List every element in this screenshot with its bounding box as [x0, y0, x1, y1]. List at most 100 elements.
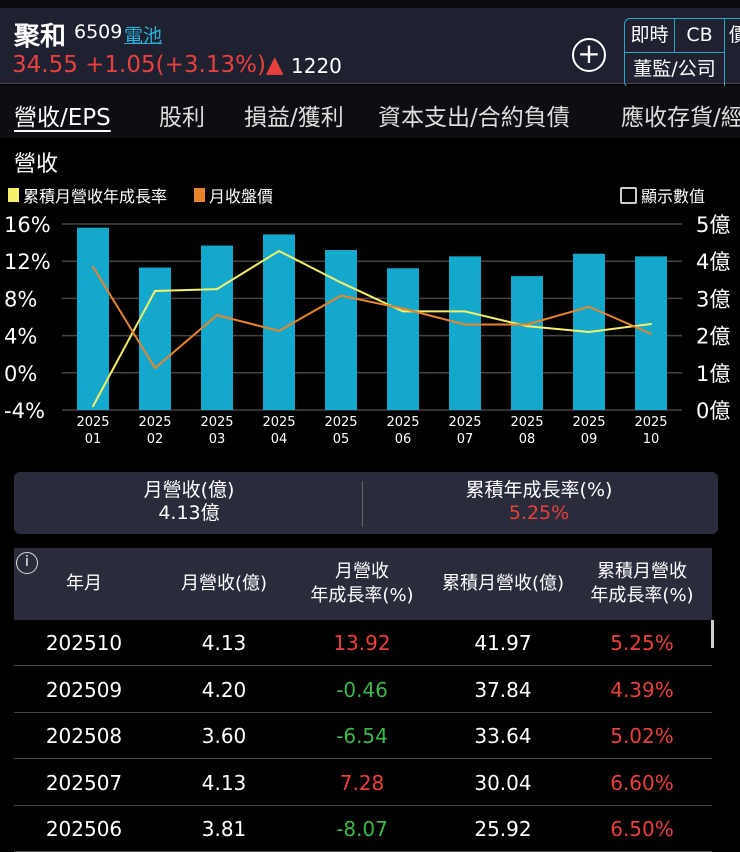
table-cell: 33.64 [474, 724, 532, 748]
legend-swatch [8, 188, 19, 202]
legend-item: 月收盤價 [194, 183, 273, 207]
x-tick-label: 2025 [510, 415, 543, 430]
series-point [464, 310, 466, 313]
revenue-bar [325, 250, 357, 410]
summary-revenue-label: 月營收(億) [143, 479, 235, 501]
table-cell: 6.60% [610, 770, 674, 795]
status-strip [0, 0, 740, 8]
left-tick-label: -4% [4, 399, 45, 423]
right-tick-label: 1億 [696, 362, 730, 386]
x-tick-label: 2025 [448, 415, 481, 430]
tab-dividend[interactable]: 股利 [159, 105, 205, 131]
info-icon[interactable]: i [16, 552, 38, 574]
series-point [340, 281, 342, 284]
series-point [464, 323, 466, 326]
tab-bar: 營收/EPS 股利 損益/獲利 資本支出/合約負債 應收存貨/經 [0, 86, 740, 138]
stock-header: 聚和 6509 電池 34.55 +1.05(+3.13%)▲ 1220 + 即… [0, 8, 740, 88]
header-line: 年成長率(%) [310, 585, 414, 606]
checkbox-icon[interactable] [620, 186, 637, 204]
revenue-bar [139, 267, 171, 410]
header-line: 月營收 [335, 561, 389, 582]
series-point [526, 325, 528, 328]
revenue-bar [387, 268, 419, 410]
col-header-month: 年月 [66, 573, 102, 594]
table-cell: 202506 [45, 817, 123, 841]
divider [362, 481, 363, 527]
x-tick-label: 09 [581, 432, 598, 447]
right-tick-label: 2億 [696, 325, 730, 349]
table-row[interactable]: 202506 3.81 -8.07 25.92 6.50% [14, 806, 712, 852]
table-cell: 5.02% [610, 724, 674, 748]
table-cell: 3.81 [201, 817, 247, 841]
table-row[interactable]: 202510 4.13 13.92 41.97 5.25% [14, 620, 712, 666]
revenue-chart: 16% 5億 12% 4億 8% 3億 4% 2億 0% 1億 -4% 0億 2025 01 2025 02 2… [4, 213, 730, 447]
tab-revenue-eps[interactable]: 營收/EPS [14, 105, 111, 131]
table-cell: -6.54 [336, 724, 388, 748]
left-tick-label: 16% [4, 213, 51, 237]
add-watchlist-icon[interactable]: + [572, 38, 606, 72]
table-cell: 7.28 [339, 770, 385, 795]
right-tick-label: 5億 [696, 213, 730, 237]
series-point [216, 288, 218, 291]
table-cell: 6.50% [610, 817, 674, 841]
directors-button[interactable]: 董監/公司 [625, 53, 725, 87]
x-tick-label: 2025 [76, 415, 109, 430]
stock-code: 6509 [74, 21, 123, 43]
revenue-bar [77, 227, 109, 410]
price-button[interactable]: 價 [729, 24, 740, 46]
x-tick-label: 05 [333, 432, 350, 447]
realtime-button[interactable]: 即時 [625, 19, 675, 53]
series-point [92, 265, 94, 268]
industry-link[interactable]: 電池 [124, 25, 163, 47]
x-tick-label: 2025 [634, 415, 667, 430]
table-cell: 202507 [45, 770, 123, 795]
table-cell: 37.84 [474, 677, 532, 702]
series-point [402, 307, 404, 310]
show-values-label: 顯示數值 [641, 187, 706, 206]
series-point [588, 330, 590, 333]
left-tick-label: 4% [4, 325, 37, 349]
summary-panel: 月營收(億) 4.13億 累積年成長率(%) 5.25% [14, 472, 718, 534]
header-line: 累積月營收 [597, 561, 687, 582]
series-point [154, 289, 156, 292]
show-values-toggle[interactable]: 顯示數值 [620, 183, 705, 207]
series-point [154, 367, 156, 370]
right-tick-label: 3億 [696, 287, 730, 311]
revenue-bar [511, 276, 543, 410]
series-point [650, 332, 652, 335]
tab-receivables[interactable]: 應收存貨/經 [621, 105, 740, 131]
revenue-bar [201, 245, 233, 410]
col-header-cum-revenue: 累積月營收(億) [441, 573, 565, 594]
table-row[interactable]: 202509 4.20 -0.46 37.84 4.39% [14, 667, 712, 713]
series-point [588, 305, 590, 308]
x-tick-label: 04 [271, 432, 288, 447]
table-row[interactable]: 202508 3.60 -6.54 33.64 5.02% [14, 713, 712, 759]
x-tick-label: 01 [85, 432, 102, 447]
summary-growth-label: 累積年成長率(%) [465, 479, 613, 501]
tab-capex[interactable]: 資本支出/合約負債 [378, 105, 570, 131]
header-line: 年成長率(%) [590, 585, 694, 606]
revenue-bar [449, 256, 481, 410]
legend-label: 月收盤價 [209, 187, 274, 206]
left-tick-label: 12% [4, 250, 51, 274]
summary-revenue: 月營收(億) 4.13億 [14, 479, 364, 525]
tab-profit[interactable]: 損益/獲利 [244, 105, 344, 131]
series-point [278, 329, 280, 332]
x-tick-label: 2025 [200, 415, 233, 430]
table-row[interactable]: 202507 4.13 7.28 30.04 6.60% [14, 760, 712, 806]
x-tick-label: 2025 [138, 415, 171, 430]
table-cell: 3.60 [201, 724, 247, 748]
scrollbar[interactable] [711, 620, 714, 648]
series-point [650, 322, 652, 325]
x-tick-label: 03 [209, 432, 226, 447]
x-tick-label: 07 [457, 432, 474, 447]
table-cell: 202509 [45, 677, 123, 702]
table-cell: -0.46 [336, 677, 388, 702]
table-cell: 4.39% [610, 677, 674, 702]
table-cell: -8.07 [336, 817, 388, 841]
x-tick-label: 2025 [386, 415, 419, 430]
stock-name: 聚和 [14, 22, 67, 52]
cb-button[interactable]: CB [675, 19, 725, 53]
series-point [402, 310, 404, 313]
x-tick-label: 2025 [262, 415, 295, 430]
